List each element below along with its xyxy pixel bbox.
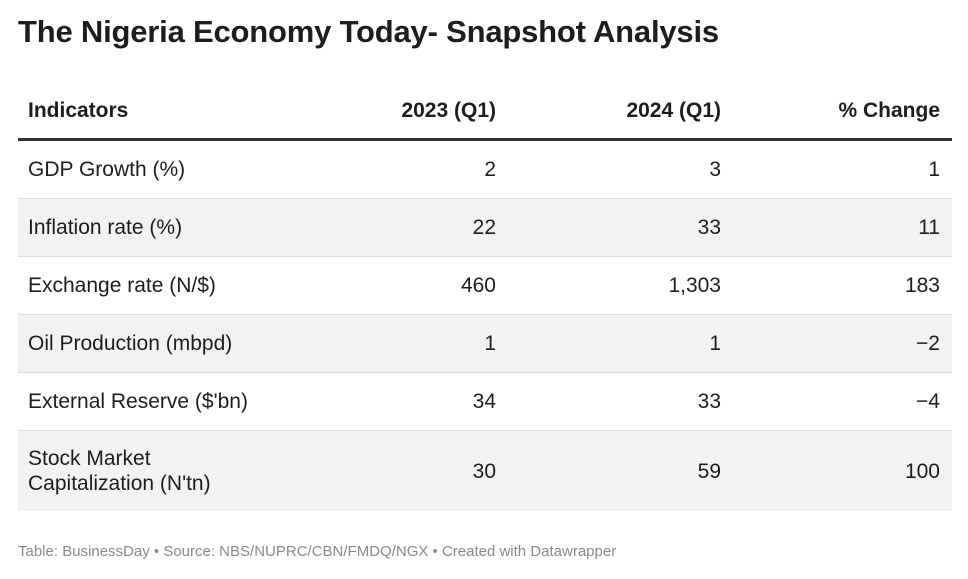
header-cell: 2023 (Q1)	[273, 83, 508, 141]
indicator-cell: GDP Growth (%)	[18, 139, 273, 199]
header-row: Indicators 2023 (Q1) 2024 (Q1)% Change	[18, 83, 952, 141]
value-cell: −2	[733, 314, 952, 373]
header-cell: Indicators	[18, 83, 273, 141]
value-cell: 33	[508, 372, 733, 431]
indicator-text: Oil Production (mbpd)	[28, 332, 233, 355]
footer: Table: BusinessDay • Source: NBS/NUPRC/C…	[18, 543, 617, 560]
data-table: Indicators 2023 (Q1) 2024 (Q1)% Change GDP…	[18, 83, 952, 511]
indicator-text: Exchange rate (N/$)	[28, 274, 216, 297]
value-cell: 1,303	[508, 256, 733, 315]
value-cell: 11	[733, 198, 952, 257]
value-cell: 1	[273, 314, 508, 373]
value-cell: 183	[733, 256, 952, 315]
indicator-text: Stock Market Capitalization (N'tn)	[28, 447, 211, 495]
value-cell: 22	[273, 198, 508, 257]
table-row: Oil Production (mbpd) 1 1 −2	[18, 314, 952, 373]
table-row: Inflation rate (%) 22 33 11	[18, 198, 952, 257]
header-cell: 2024 (Q1)	[508, 83, 733, 141]
indicator-cell: Oil Production (mbpd)	[18, 314, 273, 373]
indicator-text: Inflation rate (%)	[28, 216, 183, 239]
value-cell: 34	[273, 372, 508, 431]
table-row: External Reserve ($'bn) 34 33 −4	[18, 372, 952, 431]
value-cell: 1	[733, 139, 952, 199]
value-cell: 2	[273, 139, 508, 199]
value-cell: 1	[508, 314, 733, 373]
indicator-cell: Exchange rate (N/$)	[18, 256, 273, 315]
value-cell: 59	[508, 430, 733, 511]
title: The Nigeria Economy Today- Snapshot Anal…	[18, 14, 719, 49]
table-row: Exchange rate (N/$) 460 1,303 183	[18, 256, 952, 315]
value-cell: 460	[273, 256, 508, 315]
table-row: Stock Market Capitalization (N'tn) 30 59 10…	[18, 430, 952, 511]
indicator-cell: External Reserve ($'bn)	[18, 372, 273, 431]
indicator-text: External Reserve ($'bn)	[28, 390, 248, 413]
value-cell: −4	[733, 372, 952, 431]
header-cell: % Change	[733, 83, 952, 141]
value-cell: 30	[273, 430, 508, 511]
value-cell: 33	[508, 198, 733, 257]
value-cell: 100	[733, 430, 952, 511]
indicator-text: GDP Growth (%)	[28, 158, 186, 181]
table-row: GDP Growth (%) 2 3 1	[18, 139, 952, 199]
indicator-cell: Stock Market Capitalization (N'tn)	[18, 430, 273, 511]
indicator-cell: Inflation rate (%)	[18, 198, 273, 257]
value-cell: 3	[508, 139, 733, 199]
